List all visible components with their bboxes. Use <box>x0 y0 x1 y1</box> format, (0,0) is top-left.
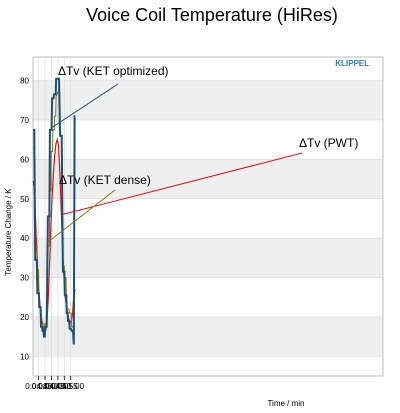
y-ticks: 10 20 30 40 50 60 70 80 <box>20 77 29 362</box>
plot-frame <box>32 56 384 377</box>
chart-title: Voice Coil Temperature (HiRes) <box>86 5 338 25</box>
plot-band <box>33 238 383 278</box>
series-group <box>32 77 76 345</box>
y-tick-label: 40 <box>20 234 29 243</box>
leader-ket-optimized <box>51 83 119 129</box>
leader-ket-dense <box>47 189 116 243</box>
leader-pwt <box>62 152 303 216</box>
plot-band <box>33 316 383 357</box>
plot-area <box>33 57 383 376</box>
x-tick-label: 0:04:55 <box>51 382 78 391</box>
plot-band <box>33 159 383 199</box>
y-tick-label: 30 <box>20 274 29 283</box>
x-ticks: 0:04:350:04:400:04:450:04:500:04:550:05:… <box>25 376 85 391</box>
annotation-leaders <box>47 83 303 243</box>
y-tick-label: 20 <box>20 313 29 322</box>
annotation-pwt: ΔTv (PWT) <box>299 136 358 150</box>
series-line-3 <box>33 77 76 345</box>
x-tick-label: 0:04:50 <box>45 382 72 391</box>
x-axis-label: Time / min <box>267 399 304 408</box>
y-axis-label: Temperature Change / K <box>4 188 13 276</box>
x-tick-label: 0:04:40 <box>32 382 59 391</box>
y-tick-label: 50 <box>20 195 29 204</box>
x-tick-label: 0:05:00 <box>57 382 84 391</box>
y-tick-label: 80 <box>20 77 29 86</box>
y-tick-label: 70 <box>20 116 29 125</box>
x-tick-label: 0:04:45 <box>38 382 65 391</box>
plot-band <box>33 80 383 121</box>
annotation-ket-dense: ΔTv (KET dense) <box>59 173 151 187</box>
annotation-ket-optimized: ΔTv (KET optimized) <box>58 64 168 78</box>
x-tick-label: 0:04:35 <box>25 382 52 391</box>
y-tick-label: 60 <box>20 155 29 164</box>
y-tick-label: 10 <box>20 352 29 361</box>
brand-logo: KLIPPEL <box>335 59 369 68</box>
